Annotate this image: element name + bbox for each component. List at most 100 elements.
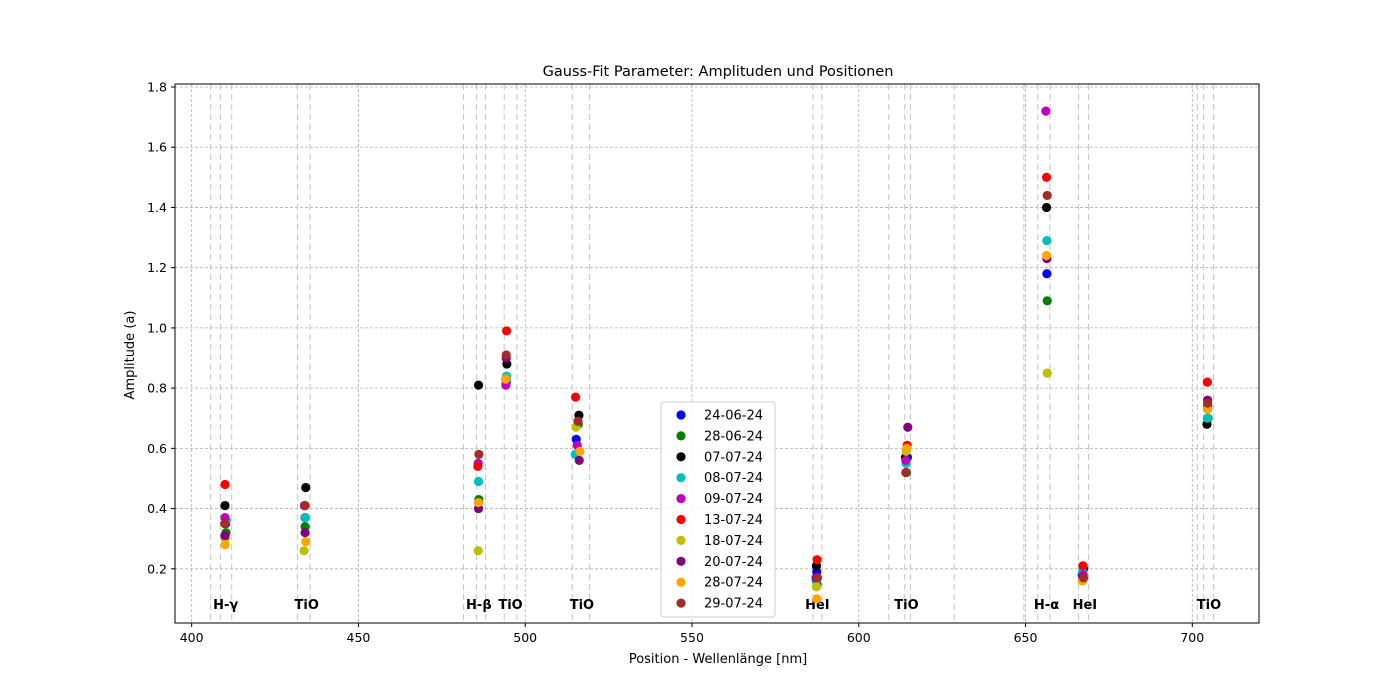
x-tick-label: 550 (680, 630, 704, 645)
data-point (220, 500, 230, 511)
data-point (1042, 296, 1052, 306)
data-point (1202, 377, 1212, 387)
y-tick-label: 1.2 (147, 260, 167, 275)
x-tick-label: 600 (847, 630, 871, 645)
spectral-line-labels: H-γ TiO H-β TiO TiO HeI TiO H-α HeI TiO (213, 598, 1221, 613)
data-point (574, 455, 584, 465)
y-tick-label: 1.0 (147, 320, 167, 335)
legend-marker (676, 494, 686, 504)
spectral-line-label: TiO (295, 598, 319, 613)
legend-label: 24-06-24 (704, 409, 763, 424)
data-point (1041, 202, 1052, 213)
legend-box (660, 401, 776, 618)
spectral-line-label: TiO (894, 598, 918, 613)
data-point (299, 546, 309, 556)
plot-area: H-γ TiO H-β TiO TiO HeI TiO H-α HeI TiO (174, 83, 1260, 624)
y-tick-label: 1.8 (147, 80, 167, 95)
x-tick-label: 650 (1014, 630, 1038, 645)
spectral-line-label: H-γ (213, 598, 238, 613)
data-point (501, 374, 511, 384)
data-point (1041, 106, 1051, 116)
data-point (1202, 413, 1212, 423)
data-point (573, 416, 583, 426)
legend-label: 18-07-24 (704, 534, 763, 549)
data-point (301, 537, 311, 547)
y-tick-label: 0.8 (147, 381, 167, 396)
data-point (220, 531, 230, 541)
data-point (501, 326, 512, 336)
y-tick-label: 0.4 (147, 501, 167, 516)
legend: 24-06-24 28-06-24 07-07-24 08-07-24 09-07-24… (660, 401, 776, 618)
spectral-line-label: H-β (466, 598, 492, 613)
data-point (300, 500, 310, 511)
legend-marker (676, 452, 686, 462)
legend-label: 08-07-24 (704, 471, 763, 486)
data-point (220, 519, 230, 529)
data-point (1203, 398, 1213, 408)
legend-marker (676, 598, 686, 608)
legend-marker (676, 431, 686, 441)
data-point (220, 540, 230, 550)
y-tick-label: 0.6 (147, 441, 167, 456)
data-point (902, 443, 912, 453)
spectral-line-label: H-α (1034, 598, 1059, 613)
legend-label: 09-07-24 (704, 492, 763, 507)
spectral-line-label: TiO (1197, 598, 1221, 613)
y-tick-label: 1.6 (147, 140, 167, 155)
legend-marker (676, 556, 686, 566)
legend-marker (676, 577, 686, 587)
data-point (301, 482, 311, 493)
data-point (901, 467, 911, 478)
data-point (501, 350, 511, 360)
data-point (473, 476, 484, 487)
data-point (812, 573, 822, 583)
legend-label: 28-07-24 (704, 576, 763, 591)
y-tick-label: 1.4 (147, 200, 167, 215)
data-point (220, 479, 230, 490)
spectral-line-label: TiO (498, 598, 522, 613)
data-point (473, 497, 484, 508)
legend-label: 13-07-24 (704, 513, 763, 528)
legend-label: 20-07-24 (704, 555, 763, 570)
y-axis: 0.2 0.4 0.6 0.8 1.0 1.2 1.4 1.6 1.8 (147, 80, 175, 576)
legend-label: 07-07-24 (704, 450, 763, 465)
data-point (1041, 172, 1052, 182)
x-axis: 400 450 500 550 600 650 700 (180, 623, 1204, 645)
spectral-line-label: HeI (805, 598, 830, 613)
data-point (812, 594, 822, 604)
legend-label: 28-06-24 (704, 429, 763, 444)
data-points (220, 106, 1213, 604)
chart-title: Gauss-Fit Parameter: Amplituden und Posi… (543, 64, 894, 80)
x-tick-label: 500 (513, 630, 537, 645)
data-point (1041, 251, 1052, 261)
data-point (1042, 269, 1052, 279)
data-point (300, 513, 311, 523)
data-point (1042, 190, 1052, 201)
legend-marker (676, 535, 686, 546)
data-point (901, 455, 911, 465)
spectral-line-label: TiO (570, 598, 594, 613)
legend-marker (676, 473, 686, 483)
data-point (1078, 561, 1088, 571)
data-point (570, 392, 581, 402)
data-point (473, 380, 484, 390)
data-point (473, 461, 483, 472)
spectral-line-label: HeI (1073, 598, 1098, 613)
legend-marker (676, 410, 686, 420)
x-axis-label: Position - Wellenlänge [nm] (629, 652, 807, 667)
y-axis-label: Amplitude (a) (123, 311, 138, 400)
data-point (1042, 368, 1052, 378)
legend-label: 29-07-24 (704, 597, 763, 612)
data-point (811, 582, 821, 592)
x-tick-label: 450 (347, 630, 371, 645)
axes-border (174, 83, 1260, 624)
data-point (575, 446, 585, 456)
legend-marker (676, 514, 686, 525)
y-tick-label: 0.2 (147, 561, 167, 576)
data-point (1078, 573, 1089, 583)
data-point (473, 546, 483, 556)
data-point (812, 555, 822, 565)
data-point (474, 449, 484, 459)
data-point (903, 422, 913, 432)
